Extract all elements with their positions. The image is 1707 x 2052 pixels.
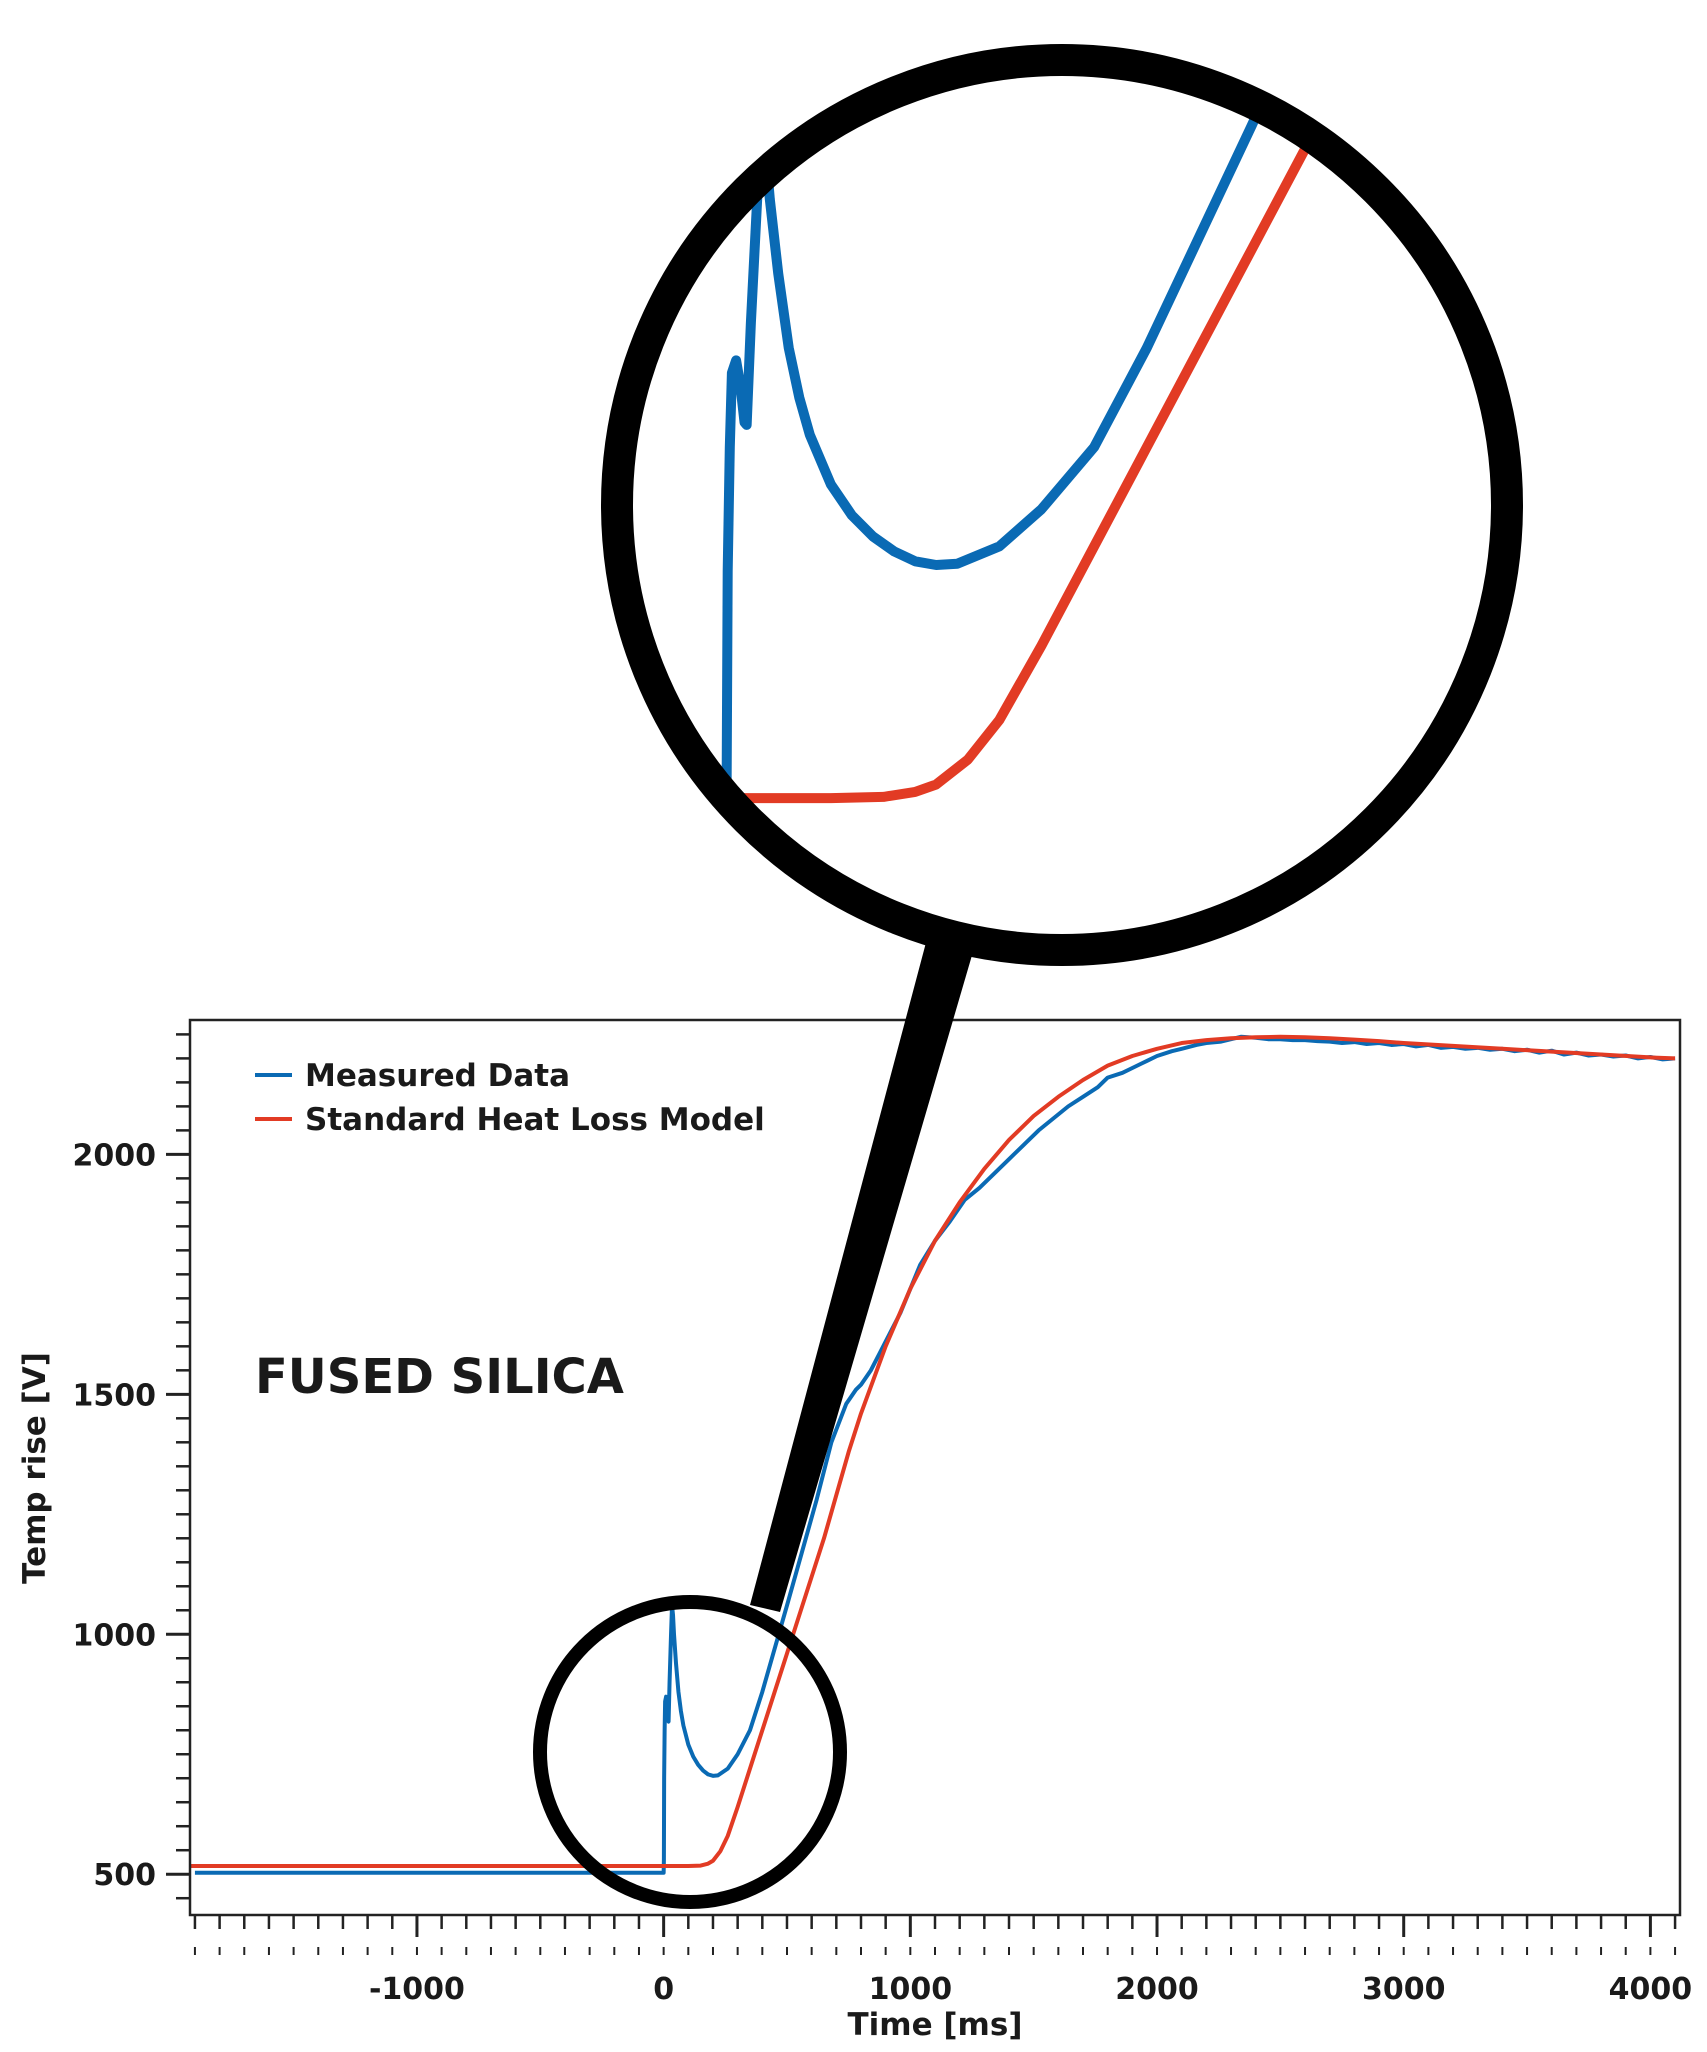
zoom-source-circle: [533, 1595, 847, 1909]
zoom-inset-background: [617, 60, 1507, 950]
x-tick-label: 1000: [869, 1972, 953, 2007]
x-tick-label: 2000: [1115, 1972, 1199, 2007]
legend-label: Measured Data: [305, 1058, 570, 1094]
x-tick-label: 0: [653, 1972, 674, 2007]
zoom-connector-wedge: [750, 935, 975, 1612]
zoom-series-line-measured-data: [629, 72, 1495, 821]
x-tick-label: 3000: [1362, 1972, 1446, 2007]
series-line-standard-heat-loss-model: [190, 1034, 1676, 1869]
zoom-callout: [533, 44, 1523, 1909]
y-tick-label: 1500: [73, 1378, 157, 1413]
legend: Measured Data Standard Heat Loss Model: [255, 1058, 765, 1138]
legend-label: Standard Heat Loss Model: [305, 1102, 765, 1138]
zoom-series-line-standard-heat-loss-model: [629, 72, 1495, 804]
y-tick-label: 1000: [73, 1618, 157, 1653]
chart-annotation: FUSED SILICA: [255, 1349, 624, 1405]
x-tick-label: -1000: [369, 1972, 465, 2007]
y-tick-label: 500: [93, 1858, 156, 1893]
y-axis-title: Temp rise [V]: [17, 1352, 53, 1584]
series-line-measured-data: [194, 1034, 1676, 1875]
zoom-inset-circle: [601, 44, 1523, 966]
x-axis-title: Time [ms]: [848, 2007, 1023, 2043]
plot-frame: [188, 1018, 1682, 1917]
x-tick-label: 4000: [1609, 1972, 1693, 2007]
plot-area: [190, 1034, 1676, 1875]
y-tick-label: 2000: [73, 1138, 157, 1173]
axes: -1000 0 1000 2000 3000 4000 500 1000 1500 2000: [73, 1018, 1693, 2007]
